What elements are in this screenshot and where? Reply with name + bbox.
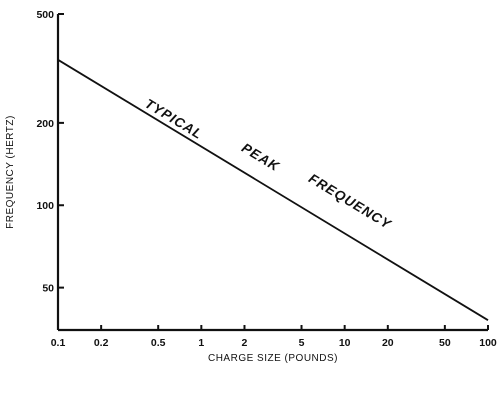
y-axis-title: FREQUENCY (HERTZ) (5, 115, 16, 229)
annotation-label: PEAK (239, 140, 282, 174)
x-tick-label: 0.2 (94, 337, 109, 349)
x-tick-label: 0.1 (51, 337, 66, 349)
y-tick-label: 200 (36, 118, 54, 130)
x-tick-label: 5 (299, 337, 305, 349)
annotation-label: FREQUENCY (306, 171, 395, 233)
x-tick-label: 20 (382, 337, 394, 349)
series-line-0 (57, 59, 489, 321)
x-tick-label: 50 (439, 337, 451, 349)
y-tick-label: 50 (42, 283, 54, 295)
x-tick-label: 2 (242, 337, 248, 349)
annotation-label: TYPICAL (142, 96, 205, 142)
y-tick-label: 500 (36, 9, 54, 21)
y-tick-label: 100 (36, 200, 54, 212)
x-tick-label: 100 (479, 337, 497, 349)
x-axis-title: CHARGE SIZE (POUNDS) (208, 353, 338, 364)
x-tick-label: 1 (198, 337, 204, 349)
x-tick-label: 0.5 (151, 337, 166, 349)
x-tick-label: 10 (339, 337, 351, 349)
